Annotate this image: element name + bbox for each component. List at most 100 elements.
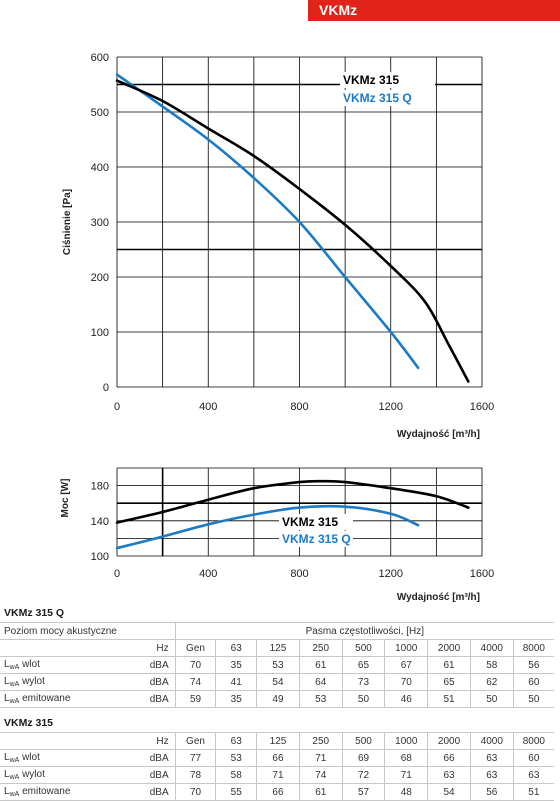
table-cell: 48 (384, 783, 428, 801)
table-cell: 74 (298, 766, 343, 784)
row-label-name: wylot (19, 676, 45, 687)
table-cell: 77 (174, 749, 216, 767)
y-tick-label: 100 (91, 327, 109, 339)
legend-background (340, 72, 435, 88)
table-cell: 53 (215, 749, 257, 767)
table-cell: 60 (512, 673, 554, 691)
col-header: 4000 (469, 639, 514, 657)
table-columns-row: Hz Gen 63 125 250 500 1000 2000 4000 800… (0, 732, 554, 750)
acoustic-tables: VKMz 315 Q Poziom mocy akustyczne Pasma … (0, 604, 560, 801)
x-tick-label: 400 (199, 568, 217, 580)
table-cell: 53 (256, 656, 300, 674)
row-label: LwA wylot (0, 766, 108, 784)
x-tick-label: 400 (199, 401, 217, 413)
col-header: 2000 (427, 639, 471, 657)
y-tick-label: 500 (91, 107, 109, 119)
table-cell: 65 (427, 673, 471, 691)
legend-entry: VKMz 315 Q (343, 91, 412, 105)
y-tick-label: 140 (91, 516, 109, 528)
y-tick-label: 600 (91, 52, 109, 64)
col-header: 2000 (427, 732, 471, 750)
row-label-subscript: wA (9, 791, 20, 798)
col-header: 1000 (384, 639, 428, 657)
table-cell: 64 (298, 673, 343, 691)
y-tick-label: 300 (91, 217, 109, 229)
x-tick-label: 1600 (470, 401, 494, 413)
unit-header: Hz (107, 732, 176, 750)
y-axis-label: Ciśnienie [Pa] (62, 189, 73, 255)
col-header: Gen (174, 732, 216, 750)
table-cell: 54 (256, 673, 300, 691)
table-cell: 41 (215, 673, 257, 691)
table-header-row: Poziom mocy akustyczne Pasma częstotliwo… (0, 622, 554, 640)
table-cell: 51 (427, 690, 471, 708)
table-cell: 55 (215, 783, 257, 801)
table-cell: 63 (512, 766, 554, 784)
row-unit: dBA (107, 690, 176, 708)
table-2: Hz Gen 63 125 250 500 1000 2000 4000 800… (0, 732, 554, 801)
header-label: Poziom mocy akustyczne (0, 622, 176, 640)
table-cell: 51 (512, 783, 554, 801)
series-line-vkmz-315 (115, 79, 470, 383)
row-label-name: wlot (19, 659, 40, 670)
row-label-subscript: wA (9, 774, 20, 781)
legend-entry: VKMz 315 (343, 73, 399, 87)
legend-entry: VKMz 315 (282, 515, 338, 529)
table-cell: 70 (174, 656, 216, 674)
legend-background (279, 531, 353, 547)
model-badge: VKMz (308, 0, 560, 21)
table-2-title: VKMz 315 (4, 717, 54, 729)
row-unit: dBA (107, 783, 176, 801)
table-cell: 50 (512, 690, 554, 708)
series-line-vkmz-315-q (115, 504, 420, 550)
row-label: LwA wylot (0, 673, 108, 691)
table-cell: 73 (341, 673, 385, 691)
table-cell: 70 (174, 783, 216, 801)
unit-header: Hz (107, 639, 176, 657)
row-label-subscript: wA (9, 681, 20, 688)
power-chart: 0 400 800 1200 1600 100 140 180 Wydajność [m³/h]… (60, 467, 494, 603)
table-cell: 72 (341, 766, 385, 784)
col-header: 500 (341, 639, 385, 657)
table-cell: 61 (298, 656, 343, 674)
x-tick-label: 0 (114, 401, 120, 413)
table-cell: 63 (427, 766, 471, 784)
table-cell: 62 (469, 673, 514, 691)
x-tick-label: 1200 (379, 568, 403, 580)
y-tick-label: 180 (91, 481, 109, 493)
x-axis-label: Wydajność [m³/h] (397, 592, 480, 603)
table-cell: 35 (215, 690, 257, 708)
table-row: LwA wlot dBA 77 53 66 71 69 68 66 63 60 (0, 749, 554, 767)
table-cell: 66 (256, 783, 300, 801)
table-cell: 54 (427, 783, 471, 801)
table-cell: 68 (384, 749, 428, 767)
row-label-name: emitowane (19, 786, 71, 797)
table-cell: 57 (341, 783, 385, 801)
x-tick-label: 800 (290, 568, 308, 580)
table-cell: 66 (427, 749, 471, 767)
table-cell: 71 (256, 766, 300, 784)
table-row: LwA wlot dBA 70 35 53 61 65 67 61 58 56 (0, 656, 554, 674)
row-label-symbol: L (4, 693, 10, 704)
charts-canvas: 0 400 800 1200 1600 0 100 200 300 400 500 600 Wydajn… (60, 52, 494, 603)
x-tick-label: 800 (290, 401, 308, 413)
legend-background (279, 514, 353, 530)
table-cell: 46 (384, 690, 428, 708)
col-header: 4000 (469, 732, 514, 750)
table-1: Poziom mocy akustyczne Pasma częstotliwo… (0, 622, 554, 708)
table-cell: 58 (469, 656, 514, 674)
header-group: Pasma częstotliwości, [Hz] (174, 622, 554, 640)
col-header: 8000 (512, 639, 554, 657)
col-header: 500 (341, 732, 385, 750)
col-header: 63 (215, 732, 257, 750)
table-cell: 65 (341, 656, 385, 674)
y-tick-label: 400 (91, 162, 109, 174)
y-tick-label: 200 (91, 272, 109, 284)
row-label-symbol: L (4, 676, 10, 687)
x-axis-label: Wydajność [m³/h] (397, 429, 480, 440)
col-header: 8000 (512, 732, 554, 750)
table-cell: 50 (469, 690, 514, 708)
table-row: LwA emitowane dBA 70 55 66 61 57 48 54 56 51 (0, 783, 554, 801)
table-cell: 60 (512, 749, 554, 767)
row-label-symbol: L (4, 752, 10, 763)
